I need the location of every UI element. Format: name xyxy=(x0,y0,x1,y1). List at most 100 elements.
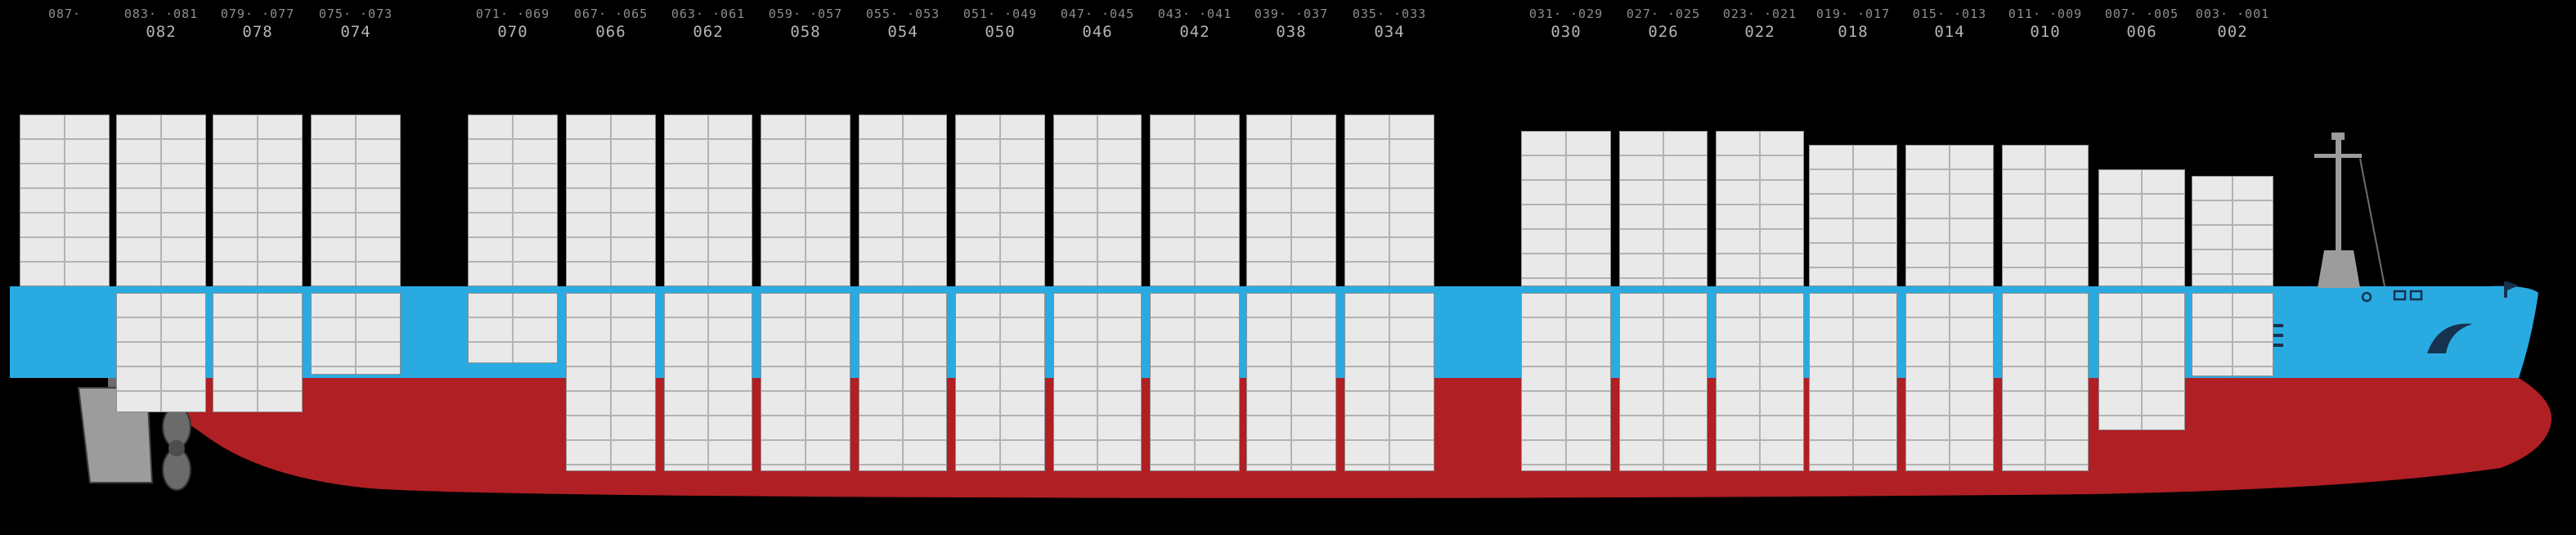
bay-074-deck-stack[interactable] xyxy=(311,115,401,286)
bay-022-deck-stack[interactable] xyxy=(1716,131,1804,286)
bay-066-deck-stack[interactable] xyxy=(566,115,656,286)
bay-006-deck-stack[interactable] xyxy=(2098,169,2185,286)
bow-mast xyxy=(2314,133,2385,288)
bay-026-hold-stack[interactable] xyxy=(1619,293,1708,471)
bay-label-even-058: 058 xyxy=(790,23,821,41)
bay-label-odd-058: 059· ·057 xyxy=(768,7,843,21)
bay-label-odd-022: 023· ·021 xyxy=(1722,7,1797,21)
bay-label-even-010: 010 xyxy=(2030,23,2061,41)
bay-030-deck-stack[interactable] xyxy=(1521,131,1611,286)
bay-label-even-078: 078 xyxy=(242,23,273,41)
bay-038-hold-stack[interactable] xyxy=(1246,293,1336,471)
bay-014-hold-stack[interactable] xyxy=(1905,293,1994,471)
bay-label-odd-042: 043· ·041 xyxy=(1157,7,1232,21)
bay-label-even-046: 046 xyxy=(1082,23,1113,41)
bay-054-hold-stack[interactable] xyxy=(859,293,947,471)
bay-062-hold-stack[interactable] xyxy=(664,293,752,471)
bow-mast-pole xyxy=(2336,139,2341,288)
bay-label-odd-026: 027· ·025 xyxy=(1626,7,1701,21)
bay-label-even-026: 026 xyxy=(1648,23,1679,41)
bay-006-hold-stack[interactable] xyxy=(2098,293,2185,430)
bay-002-deck-stack[interactable] xyxy=(2192,176,2273,286)
bay-046-deck-stack[interactable] xyxy=(1053,115,1142,286)
bay-058-deck-stack[interactable] xyxy=(761,115,850,286)
bay-034-deck-stack[interactable] xyxy=(1344,115,1434,286)
bay-label-odd-082: 083· ·081 xyxy=(123,7,199,21)
bay-034-hold-stack[interactable] xyxy=(1344,293,1434,471)
bay-070-hold-stack[interactable] xyxy=(468,293,558,363)
bow-box-mark xyxy=(2393,290,2407,301)
bay-label-odd-034: 035· ·033 xyxy=(1352,7,1427,21)
bay-018-hold-stack[interactable] xyxy=(1809,293,1897,471)
bay-010-hold-stack[interactable] xyxy=(2002,293,2089,471)
bay-086-deck-stack[interactable] xyxy=(20,115,110,286)
bow-box-mark xyxy=(2409,290,2423,301)
bay-label-odd-066: 067· ·065 xyxy=(573,7,648,21)
bay-label-odd-038: 039· ·037 xyxy=(1254,7,1329,21)
bay-010-deck-stack[interactable] xyxy=(2002,145,2089,286)
bay-label-odd-054: 055· ·053 xyxy=(865,7,940,21)
bay-078-deck-stack[interactable] xyxy=(213,115,303,286)
bay-074-hold-stack[interactable] xyxy=(311,293,401,375)
bay-026-deck-stack[interactable] xyxy=(1619,131,1708,286)
bay-label-odd-062: 063· ·061 xyxy=(671,7,746,21)
bay-label-even-074: 074 xyxy=(340,23,371,41)
draft-marks xyxy=(2273,324,2283,347)
bay-018-deck-stack[interactable] xyxy=(1809,145,1897,286)
bay-label-even-022: 022 xyxy=(1744,23,1775,41)
bay-022-hold-stack[interactable] xyxy=(1716,293,1804,471)
bay-label-odd-010: 011· ·009 xyxy=(2008,7,2083,21)
bow-mast-top-light xyxy=(2331,133,2345,140)
bay-082-deck-stack[interactable] xyxy=(116,115,206,286)
bay-014-deck-stack[interactable] xyxy=(1905,145,1994,286)
bay-042-deck-stack[interactable] xyxy=(1150,115,1240,286)
bay-label-even-038: 038 xyxy=(1276,23,1307,41)
bay-label-even-082: 082 xyxy=(146,23,177,41)
bay-label-odd-030: 031· ·029 xyxy=(1528,7,1604,21)
bay-042-hold-stack[interactable] xyxy=(1150,293,1240,471)
propeller-hub xyxy=(168,440,185,456)
bay-label-even-014: 014 xyxy=(1934,23,1965,41)
bay-038-deck-stack[interactable] xyxy=(1246,115,1336,286)
bay-046-hold-stack[interactable] xyxy=(1053,293,1142,471)
bay-label-odd-046: 047· ·045 xyxy=(1060,7,1135,21)
bay-label-even-034: 034 xyxy=(1374,23,1405,41)
bay-label-odd-086: 087· xyxy=(47,7,82,21)
bay-label-even-066: 066 xyxy=(595,23,626,41)
bay-062-deck-stack[interactable] xyxy=(664,115,752,286)
bay-label-even-006: 006 xyxy=(2126,23,2157,41)
bay-label-even-002: 002 xyxy=(2217,23,2248,41)
bay-label-odd-006: 007· ·005 xyxy=(2104,7,2179,21)
bay-label-even-042: 042 xyxy=(1179,23,1210,41)
bow-mast-yard xyxy=(2314,154,2362,158)
bay-050-hold-stack[interactable] xyxy=(955,293,1045,471)
bay-label-odd-050: 051· ·049 xyxy=(963,7,1038,21)
bay-030-hold-stack[interactable] xyxy=(1521,293,1611,471)
bay-078-hold-stack[interactable] xyxy=(213,293,303,412)
bow-mast-base xyxy=(2318,250,2360,288)
bay-label-even-070: 070 xyxy=(497,23,528,41)
bay-070-deck-stack[interactable] xyxy=(468,115,558,286)
bay-label-even-054: 054 xyxy=(887,23,918,41)
bay-label-odd-070: 071· ·069 xyxy=(475,7,550,21)
bay-label-odd-002: 003· ·001 xyxy=(2195,7,2270,21)
bay-label-even-018: 018 xyxy=(1838,23,1869,41)
bay-058-hold-stack[interactable] xyxy=(761,293,850,471)
bay-082-hold-stack[interactable] xyxy=(116,293,206,412)
bow-flag-mark xyxy=(2504,281,2519,298)
bay-002-hold-stack[interactable] xyxy=(2192,293,2273,376)
bay-066-hold-stack[interactable] xyxy=(566,293,656,471)
bay-label-even-050: 050 xyxy=(985,23,1016,41)
bay-label-odd-078: 079· ·077 xyxy=(220,7,295,21)
bay-label-even-030: 030 xyxy=(1551,23,1582,41)
bay-label-odd-014: 015· ·013 xyxy=(1912,7,1987,21)
bay-050-deck-stack[interactable] xyxy=(955,115,1045,286)
bay-label-odd-074: 075· ·073 xyxy=(318,7,393,21)
bow-logo-swoosh xyxy=(2427,323,2473,353)
bow-mast-stay xyxy=(2359,158,2385,287)
bay-054-deck-stack[interactable] xyxy=(859,115,947,286)
hawse-ring-mark xyxy=(2361,291,2372,303)
